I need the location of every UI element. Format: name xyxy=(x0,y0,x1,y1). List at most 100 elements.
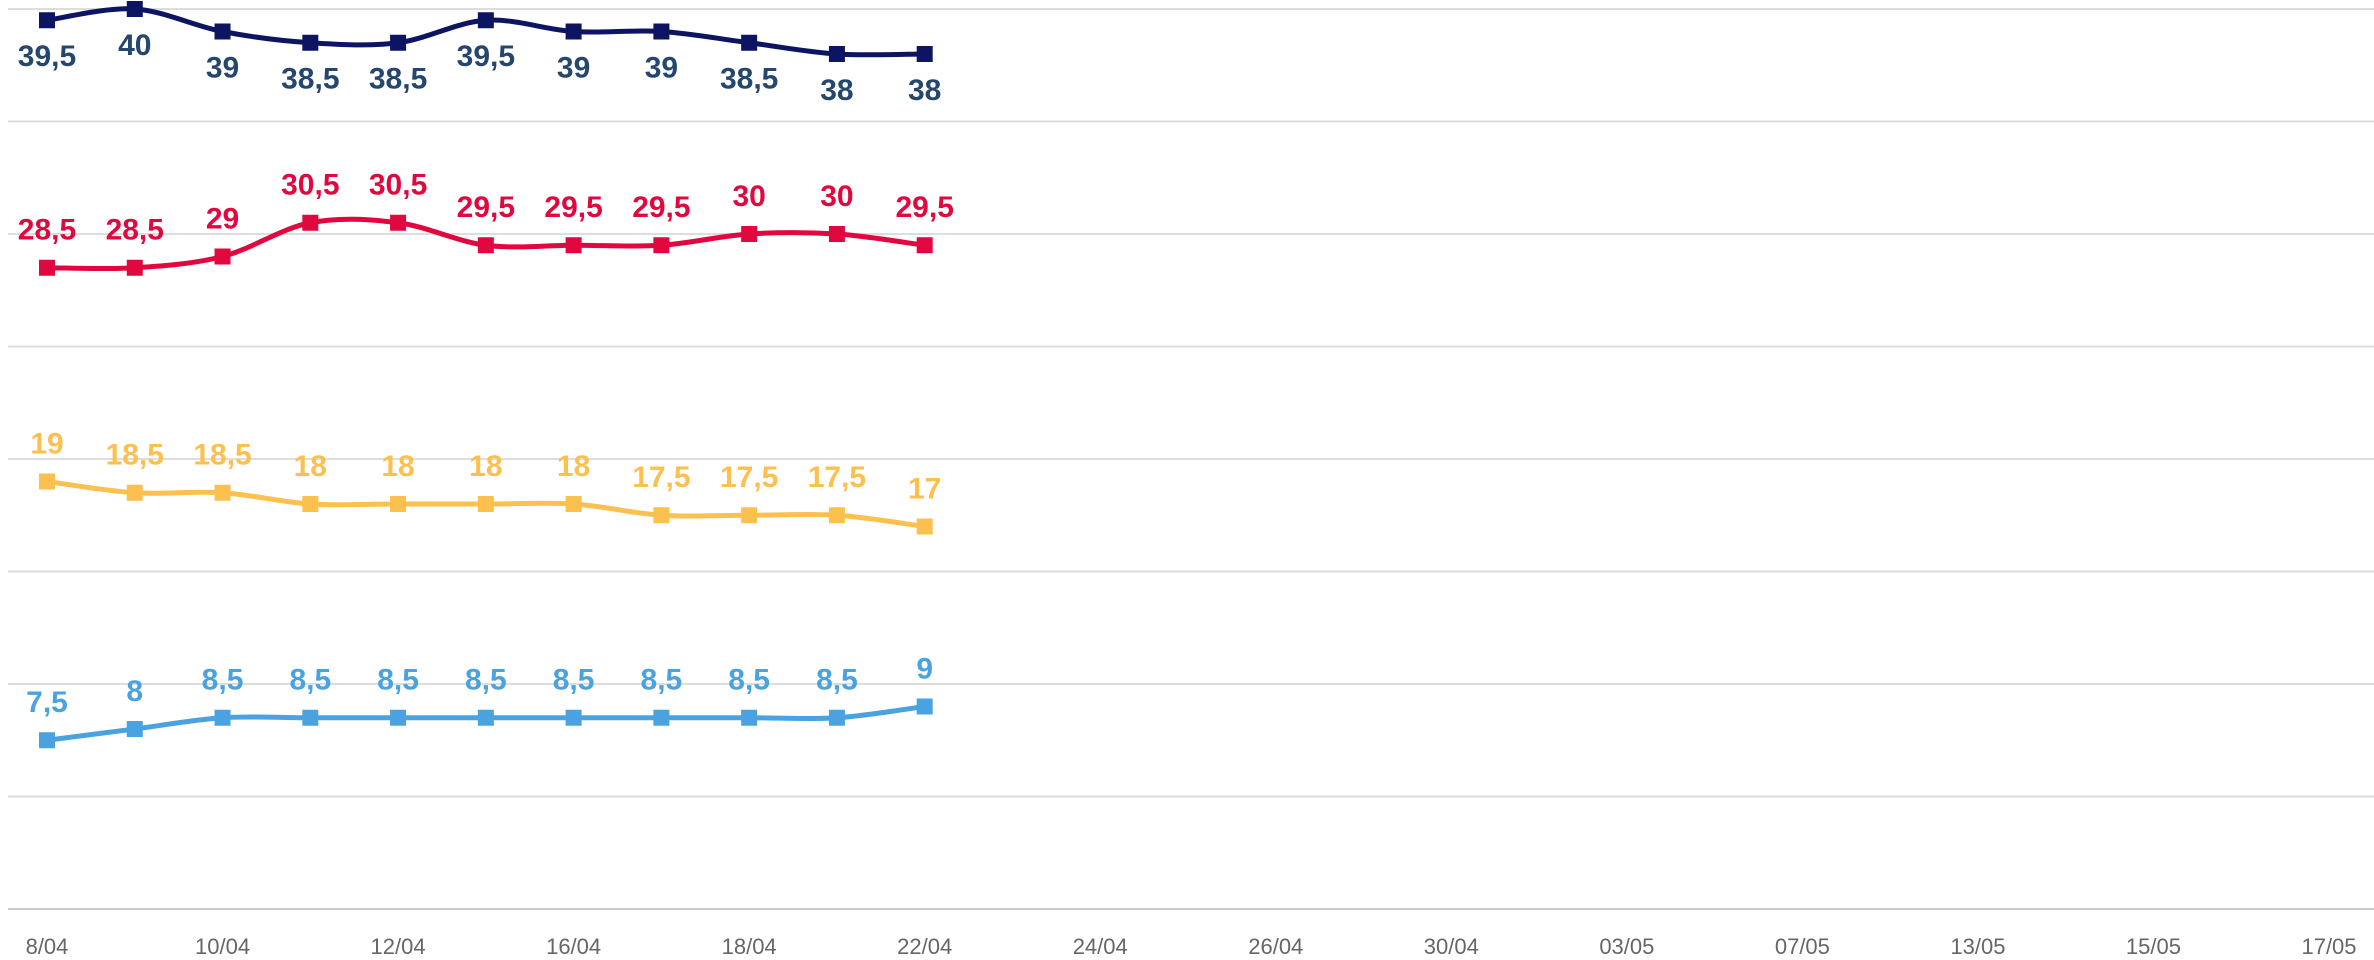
data-label: 8 xyxy=(126,675,143,708)
data-label: 38,5 xyxy=(720,63,778,96)
marker xyxy=(302,214,319,231)
data-label: 38,5 xyxy=(281,63,339,96)
x-tick-label: 24/04 xyxy=(1073,934,1128,959)
marker xyxy=(653,507,670,524)
x-tick-label: 18/04 xyxy=(722,934,777,959)
marker xyxy=(741,507,758,524)
marker xyxy=(565,237,582,254)
marker xyxy=(916,698,933,715)
marker xyxy=(302,709,319,726)
data-label: 30 xyxy=(820,180,853,213)
data-label: 17,5 xyxy=(808,461,866,494)
data-label: 18,5 xyxy=(193,439,251,472)
data-label: 29 xyxy=(206,202,239,235)
data-label: 30,5 xyxy=(281,169,339,202)
marker xyxy=(390,34,407,51)
marker xyxy=(302,496,319,512)
data-label: 8,5 xyxy=(816,664,858,697)
marker xyxy=(390,214,407,231)
data-label: 8,5 xyxy=(641,664,683,697)
data-label: 7,5 xyxy=(26,686,68,719)
marker xyxy=(39,732,55,749)
data-label: 18,5 xyxy=(106,439,164,472)
data-label: 29,5 xyxy=(544,191,602,224)
marker xyxy=(126,259,143,276)
marker xyxy=(477,709,494,726)
x-tick-label: 10/04 xyxy=(195,934,250,959)
data-label: 30,5 xyxy=(369,169,427,202)
x-tick-label: 16/04 xyxy=(546,934,601,959)
marker xyxy=(916,46,933,62)
data-label: 17 xyxy=(908,472,941,505)
marker xyxy=(828,709,845,726)
marker xyxy=(741,34,758,51)
marker xyxy=(126,484,143,501)
data-label: 38,5 xyxy=(369,63,427,96)
marker xyxy=(390,709,407,726)
x-tick-label: 07/05 xyxy=(1775,934,1830,959)
marker xyxy=(126,1,143,17)
marker xyxy=(390,496,407,512)
data-label: 29,5 xyxy=(632,191,690,224)
data-label: 8,5 xyxy=(289,664,331,697)
data-label: 8,5 xyxy=(377,664,419,697)
data-label: 8,5 xyxy=(465,664,507,697)
marker xyxy=(565,496,582,512)
data-label: 28,5 xyxy=(18,214,76,247)
data-label: 8,5 xyxy=(202,664,244,697)
marker xyxy=(828,226,845,242)
data-label: 29,5 xyxy=(895,191,953,224)
data-label: 17,5 xyxy=(720,461,778,494)
marker xyxy=(477,12,494,29)
x-tick-label: 8/04 xyxy=(26,934,69,959)
marker xyxy=(565,709,582,726)
data-label: 39,5 xyxy=(457,40,515,73)
x-tick-label: 22/04 xyxy=(897,934,952,959)
marker xyxy=(565,23,582,40)
x-tick-label: 13/05 xyxy=(1950,934,2005,959)
data-label: 17,5 xyxy=(632,461,690,494)
marker xyxy=(214,248,231,265)
data-label: 18 xyxy=(381,450,414,483)
marker xyxy=(39,12,55,29)
marker xyxy=(741,226,758,242)
marker xyxy=(214,484,231,501)
data-label: 9 xyxy=(916,652,933,685)
data-label: 38 xyxy=(908,74,941,107)
x-tick-label: 17/05 xyxy=(2301,934,2356,959)
marker xyxy=(653,237,670,254)
marker xyxy=(653,709,670,726)
data-label: 38 xyxy=(820,74,853,107)
data-label: 18 xyxy=(294,450,327,483)
x-tick-label: 12/04 xyxy=(371,934,426,959)
data-label: 39 xyxy=(206,51,239,84)
data-label: 29,5 xyxy=(457,191,515,224)
data-label: 19 xyxy=(30,427,63,460)
x-tick-label: 30/04 xyxy=(1424,934,1479,959)
data-label: 8,5 xyxy=(728,664,770,697)
marker xyxy=(477,496,494,512)
x-tick-label: 15/05 xyxy=(2126,934,2181,959)
data-label: 39 xyxy=(557,51,590,84)
marker xyxy=(741,709,758,726)
marker xyxy=(126,721,143,737)
marker xyxy=(828,46,845,62)
marker xyxy=(214,23,231,40)
data-label: 39 xyxy=(645,51,678,84)
marker xyxy=(916,518,933,535)
data-label: 18 xyxy=(469,450,502,483)
x-tick-label: 03/05 xyxy=(1599,934,1654,959)
marker xyxy=(653,23,670,40)
marker xyxy=(477,237,494,254)
data-label: 18 xyxy=(557,450,590,483)
data-label: 28,5 xyxy=(106,214,164,247)
data-label: 8,5 xyxy=(553,664,595,697)
data-label: 30 xyxy=(732,180,765,213)
marker xyxy=(39,259,55,276)
x-tick-label: 26/04 xyxy=(1248,934,1303,959)
marker xyxy=(302,34,319,51)
marker xyxy=(916,237,933,254)
data-label: 40 xyxy=(118,29,151,62)
